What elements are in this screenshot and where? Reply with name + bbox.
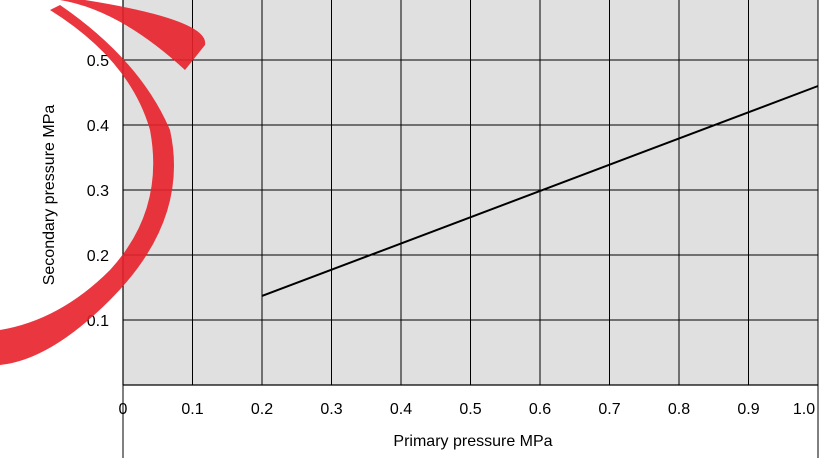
x-tick-label: 0.8 (668, 401, 690, 418)
y-tick-label: 0.1 (87, 313, 109, 330)
y-tick-label: 0.2 (87, 248, 109, 265)
x-axis-ticks: 0 0.1 0.2 0.3 0.4 0.5 0.6 0.7 0.8 0.9 1.0 (119, 401, 816, 418)
y-axis-ticks: 0.1 0.2 0.3 0.4 0.5 (87, 53, 109, 330)
x-tick-label: 0.3 (320, 401, 342, 418)
y-tick-label: 0.5 (87, 53, 109, 70)
y-axis-title: Secondary pressure MPa (41, 105, 58, 286)
x-tick-label: 0.9 (737, 401, 759, 418)
x-tick-label: 0.7 (598, 401, 620, 418)
x-tick-label: 0.4 (390, 401, 412, 418)
series-layer (261, 85, 819, 297)
grid (122, 0, 819, 386)
x-axis-title: Primary pressure MPa (393, 433, 552, 450)
y-tick-label: 0.3 (87, 183, 109, 200)
x-tick-label: 0.6 (529, 401, 551, 418)
series-line (261, 85, 819, 297)
x-tick-label: 0.1 (181, 401, 203, 418)
x-tick-label: 0.2 (251, 401, 273, 418)
x-tick-label: 1.0 (793, 401, 815, 418)
watermark-arc (0, 0, 206, 365)
y-tick-label: 0.4 (87, 118, 109, 135)
x-tick-label: 0.5 (459, 401, 481, 418)
